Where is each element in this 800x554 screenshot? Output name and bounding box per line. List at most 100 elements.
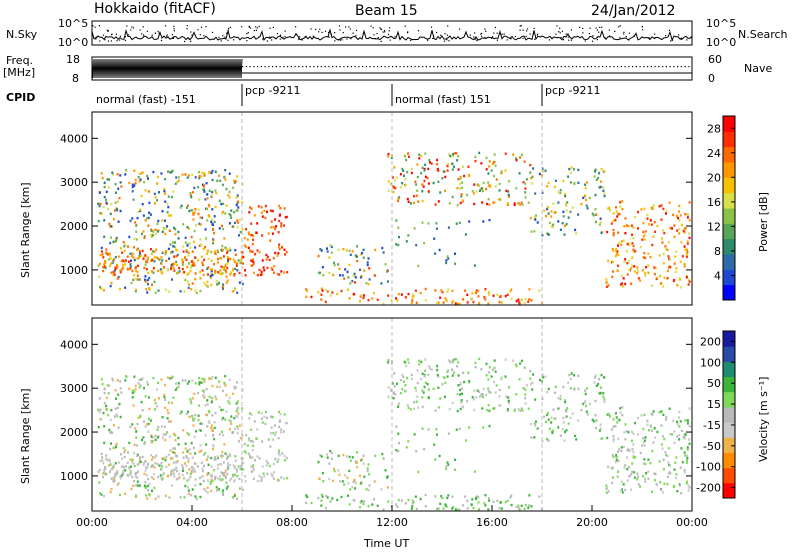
power-cell — [359, 295, 362, 298]
power-colorbar-swatch — [723, 223, 735, 240]
power-cell — [103, 219, 106, 222]
velocity-cell — [117, 426, 120, 429]
power-cell — [227, 249, 229, 253]
noise-search-point — [355, 29, 358, 32]
velocity-cell — [527, 407, 530, 410]
power-cell — [424, 163, 427, 166]
power-cell — [216, 249, 219, 252]
velocity-cell — [614, 424, 617, 428]
power-cell — [436, 162, 439, 166]
velocity-cell — [620, 449, 623, 453]
velocity-cell — [427, 373, 430, 377]
velocity-cell — [198, 381, 201, 384]
power-cell — [209, 275, 212, 278]
velocity-cell — [99, 408, 102, 411]
power-cell — [648, 223, 650, 226]
power-cell — [228, 247, 231, 250]
power-cell — [176, 263, 179, 267]
power-cell — [118, 196, 121, 200]
power-cell — [679, 214, 682, 217]
velocity-cell — [102, 462, 105, 465]
velocity-cell — [151, 440, 154, 443]
velocity-cell — [208, 377, 211, 381]
velocity-cell — [565, 410, 568, 413]
velocity-cell — [349, 459, 352, 462]
velocity-cell — [478, 390, 481, 393]
noise-search-point — [160, 39, 163, 41]
noise-sky-line — [91, 28, 693, 42]
power-cell — [471, 190, 474, 193]
noise-search-point — [299, 36, 301, 38]
power-cell — [134, 289, 137, 293]
velocity-cell — [171, 375, 174, 378]
power-cell — [176, 253, 179, 257]
velocity-cell — [175, 382, 178, 385]
velocity-cell — [686, 448, 689, 451]
velocity-cell — [201, 377, 204, 381]
velocity-cell — [437, 375, 440, 378]
power-cell — [152, 267, 155, 270]
noise-search-point — [555, 33, 557, 35]
velocity-cell — [257, 411, 260, 414]
nave-point — [335, 66, 337, 68]
power-cell — [200, 255, 203, 258]
power-cell — [599, 221, 602, 224]
velocity-cell — [395, 425, 398, 428]
power-cell — [100, 172, 103, 175]
velocity-cell — [220, 479, 223, 482]
power-cell — [191, 173, 194, 176]
velocity-cell — [215, 398, 218, 401]
power-cell — [468, 174, 471, 177]
nave-point — [658, 66, 660, 68]
power-cell — [547, 181, 550, 185]
velocity-cell — [688, 425, 691, 428]
power-cell — [594, 193, 597, 197]
nave-point — [399, 66, 401, 68]
velocity-cell — [179, 496, 182, 499]
power-cell — [660, 218, 663, 221]
velocity-cell — [178, 476, 181, 479]
noise-search-point — [350, 38, 352, 40]
nave-point — [534, 66, 536, 68]
noise-search-point — [282, 36, 284, 38]
velocity-cell — [421, 372, 424, 375]
velocity-cell — [188, 468, 190, 471]
noise-search-point — [565, 33, 567, 35]
velocity-cell — [278, 453, 281, 457]
power-cell — [643, 207, 646, 211]
velocity-cell — [263, 415, 266, 419]
power-cell — [201, 216, 204, 219]
velocity-cell — [662, 468, 665, 471]
noise-search-point — [469, 34, 471, 36]
velocity-cell — [120, 465, 123, 469]
velocity-cell — [164, 433, 167, 436]
velocity-cell — [630, 488, 633, 491]
power-cell — [543, 209, 546, 212]
power-cell — [179, 290, 182, 293]
power-cell — [170, 267, 172, 271]
velocity-cell — [359, 482, 362, 485]
velocity-cell — [474, 365, 477, 369]
power-cell — [413, 201, 415, 205]
power-cell — [251, 250, 254, 253]
velocity-cell — [258, 474, 261, 478]
velocity-cell — [487, 378, 490, 381]
power-cell — [466, 193, 469, 197]
power-cell — [626, 262, 629, 265]
power-cell — [130, 259, 132, 262]
power-cell — [130, 281, 133, 285]
power-cell — [677, 216, 680, 220]
power-cell — [194, 207, 197, 211]
velocity-cell — [414, 386, 417, 389]
velocity-cell — [166, 408, 169, 412]
power-cell — [191, 264, 194, 268]
power-cell — [146, 174, 149, 178]
velocity-cell — [546, 438, 549, 442]
velocity-cell — [144, 460, 147, 463]
power-cell — [266, 255, 269, 259]
power-cell — [153, 260, 156, 263]
velocity-cell — [112, 446, 115, 450]
power-cell — [189, 266, 192, 270]
velocity-cell — [644, 436, 647, 439]
velocity-cell — [161, 416, 164, 419]
